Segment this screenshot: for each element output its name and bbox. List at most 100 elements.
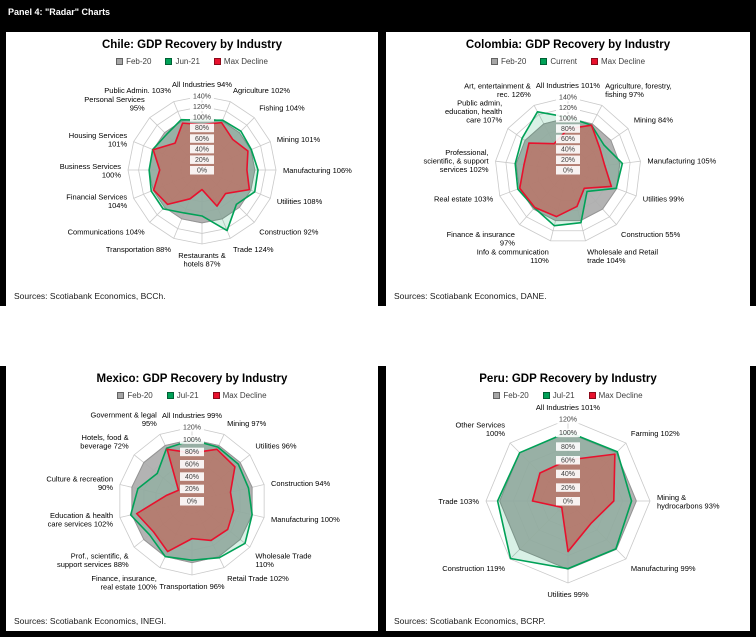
svg-text:60%: 60% (195, 136, 209, 143)
legend-item-feb20: Feb-20 (493, 390, 529, 400)
svg-text:Mining 97%: Mining 97% (227, 419, 267, 428)
svg-text:80%: 80% (561, 126, 575, 133)
svg-text:Communications 104%: Communications 104% (68, 227, 145, 236)
svg-text:100%: 100% (559, 115, 577, 122)
svg-text:Transportation 96%: Transportation 96% (159, 582, 225, 591)
svg-text:0%: 0% (197, 168, 207, 175)
sources-note-mexico: Sources: Scotiabank Economics, INEGI. (14, 616, 167, 626)
legend-item-feb20: Feb-20 (490, 56, 527, 66)
legend-swatch-current (166, 391, 174, 399)
svg-text:Construction 92%: Construction 92% (259, 227, 319, 236)
legend-item-current: Jun-21 (165, 56, 200, 66)
svg-text:All Industries 99%: All Industries 99% (162, 411, 222, 420)
radar-chart-peru: 0% 20% 40% 60% 80% 100% 120% All Industries 101… (438, 403, 720, 599)
legend-swatch-current (542, 391, 550, 399)
legend-label: Feb-20 (127, 390, 153, 400)
chart-panel-mexico: Mexico: GDP Recovery by Industry Feb-20 … (6, 366, 378, 631)
svg-text:80%: 80% (185, 449, 199, 456)
svg-text:Utilities 99%: Utilities 99% (547, 590, 589, 599)
legend-label: Current (550, 56, 578, 66)
legend-item-current: Jul-21 (166, 391, 199, 400)
legend-label: Feb-20 (500, 56, 527, 66)
svg-text:Construction 94%: Construction 94% (271, 479, 331, 488)
svg-text:120%: 120% (183, 425, 201, 432)
svg-text:100%: 100% (183, 437, 201, 444)
legend-swatch-feb20 (490, 57, 498, 65)
svg-text:40%: 40% (195, 146, 209, 153)
svg-text:Finance, insurance,real estate: Finance, insurance, real estate 100% (91, 574, 157, 592)
radar-chart-mexico: 0% 20% 40% 60% 80% 100% 120% All Industries 99%… (46, 411, 340, 592)
legend-item-feb20: Feb-20 (117, 390, 153, 400)
legend-swatch-max-decline (591, 57, 599, 65)
legend-swatch-feb20 (493, 391, 501, 399)
svg-text:Manufacturing 106%: Manufacturing 106% (283, 166, 352, 175)
svg-text:Retail Trade 102%: Retail Trade 102% (227, 574, 289, 583)
svg-text:Prof., scientific, &support se: Prof., scientific, & support services 88% (57, 552, 129, 570)
svg-text:Fishing 104%: Fishing 104% (259, 104, 305, 113)
svg-text:20%: 20% (561, 485, 575, 492)
radar-chart-colombia: 0% 20% 40% 60% 80% 100% 120% 140% All Industries… (424, 81, 717, 266)
svg-text:Agriculture 102%: Agriculture 102% (233, 86, 290, 95)
legend-label: Jun-21 (175, 56, 200, 66)
svg-text:Mining &hydrocarbons 93%: Mining & hydrocarbons 93% (657, 493, 720, 511)
legend-swatch-max-decline (213, 57, 221, 65)
svg-text:Trade 103%: Trade 103% (438, 497, 479, 506)
legend-label: Max Decline (223, 56, 268, 66)
svg-text:Art, entertainment &rec. 126%: Art, entertainment & rec. 126% (464, 82, 531, 100)
svg-text:Real estate 103%: Real estate 103% (434, 194, 494, 203)
legend-label: Feb-20 (503, 390, 529, 400)
svg-text:40%: 40% (185, 474, 199, 481)
legend-item-max-decline: Max Decline (591, 57, 645, 66)
svg-text:Construction 55%: Construction 55% (621, 230, 681, 239)
legend-item-max-decline: Max Decline (212, 391, 267, 400)
svg-text:Manufacturing 99%: Manufacturing 99% (631, 564, 696, 573)
svg-text:Utilities 96%: Utilities 96% (255, 441, 297, 450)
legend-swatch-max-decline (588, 391, 596, 399)
svg-text:Manufacturing 105%: Manufacturing 105% (647, 156, 716, 165)
svg-text:60%: 60% (561, 458, 575, 465)
legend-swatch-feb20 (117, 391, 125, 399)
svg-text:Public admin,education, health: Public admin, education, health care 107% (445, 99, 502, 125)
sources-note-peru: Sources: Scotiabank Economics, BCRP. (394, 616, 546, 626)
panel-gap (0, 306, 756, 366)
svg-text:Agriculture, forestry,fishing: Agriculture, forestry, fishing 97% (605, 82, 672, 100)
svg-text:Mining 101%: Mining 101% (277, 135, 321, 144)
svg-text:Mining 84%: Mining 84% (634, 116, 674, 125)
svg-text:Restaurants &hotels 87%: Restaurants & hotels 87% (178, 251, 226, 269)
svg-text:0%: 0% (563, 168, 573, 175)
chart-title-colombia: Colombia: GDP Recovery by Industry (465, 39, 671, 51)
svg-text:140%: 140% (193, 94, 211, 101)
chart-panel-chile: Chile: GDP Recovery by Industry Feb-20 J… (6, 32, 378, 306)
legend-swatch-feb20 (116, 57, 124, 65)
svg-text:Trade 124%: Trade 124% (233, 245, 274, 254)
panel-header: Panel 4: "Radar" Charts (0, 0, 756, 24)
chart-legend-mexico: Feb-20 Jul-21 Max Decline (6, 388, 378, 402)
legend-label: Jul-21 (552, 390, 575, 400)
svg-text:60%: 60% (185, 462, 199, 469)
legend-item-max-decline: Max Decline (213, 56, 268, 66)
svg-text:All Industries 101%: All Industries 101% (536, 81, 601, 90)
svg-text:Construction 119%: Construction 119% (442, 564, 505, 573)
legend-label: Max Decline (601, 56, 646, 66)
svg-text:Farming 102%: Farming 102% (631, 429, 680, 438)
legend-item-max-decline: Max Decline (588, 391, 643, 400)
chart-panel-peru: Peru: GDP Recovery by Industry Feb-20 Ju… (386, 366, 750, 631)
svg-text:0%: 0% (563, 499, 573, 506)
legend-item-feb20: Feb-20 (116, 57, 151, 66)
svg-text:100%: 100% (559, 430, 577, 437)
svg-text:20%: 20% (185, 486, 199, 493)
svg-text:40%: 40% (561, 147, 575, 154)
svg-text:60%: 60% (561, 136, 575, 143)
svg-text:120%: 120% (559, 105, 577, 112)
chart-legend-chile: Feb-20 Jun-21 Max Decline (6, 54, 378, 68)
svg-text:Public Admin. 103%: Public Admin. 103% (104, 86, 171, 95)
